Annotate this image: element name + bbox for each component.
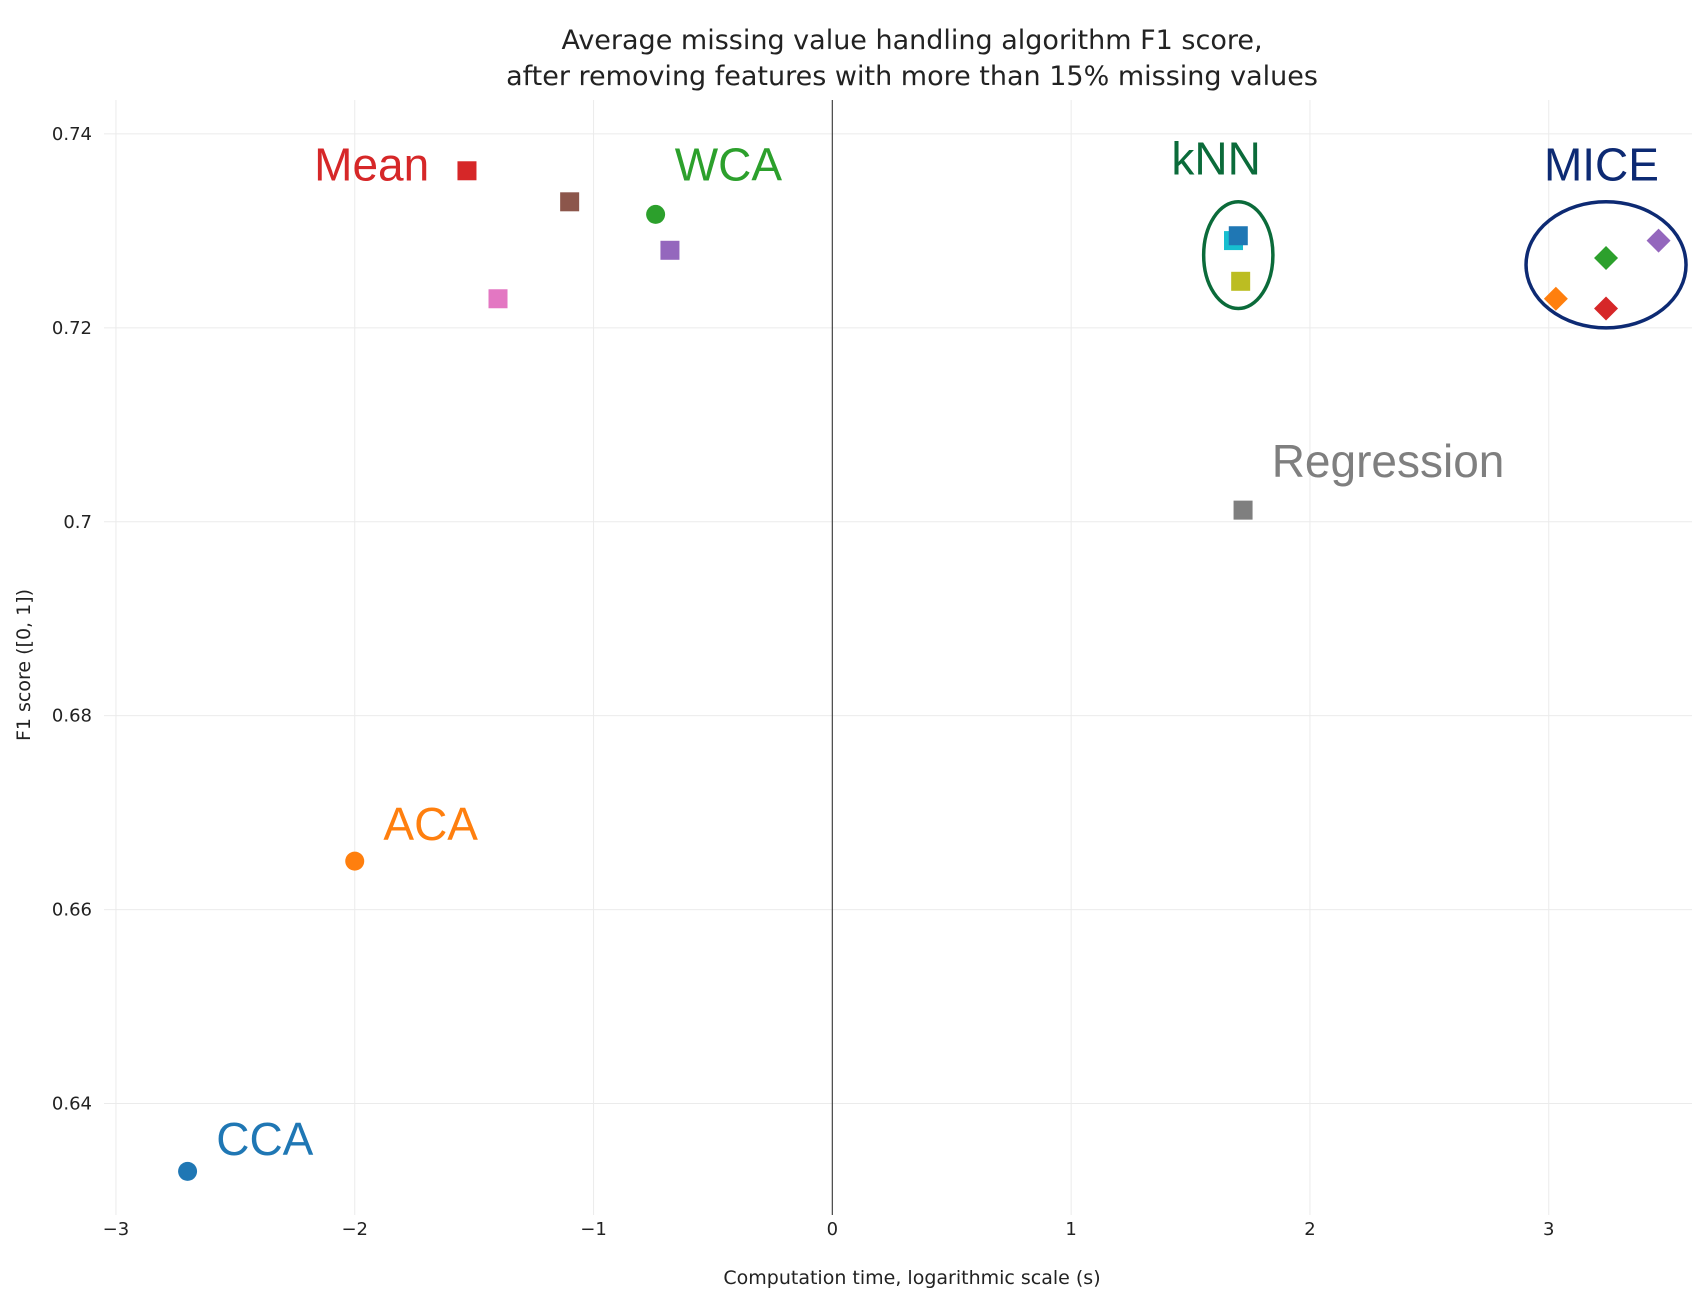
scatter-point — [1233, 500, 1253, 520]
outline-layer — [1201, 200, 1688, 330]
annotation-mice: MICE — [1544, 138, 1659, 190]
annotation-wca: WCA — [675, 138, 783, 190]
x-tick-label: 2 — [1304, 1219, 1315, 1240]
scatter-point — [345, 851, 365, 871]
scatter-point — [1646, 228, 1671, 253]
x-tick-label: 0 — [827, 1219, 838, 1240]
chart-title-line-2: after removing features with more than 1… — [506, 61, 1318, 92]
scatter-point — [488, 289, 508, 309]
annotation-aca: ACA — [383, 798, 478, 850]
y-tick-label: 0.64 — [52, 1094, 92, 1115]
annotation-mean: Mean — [314, 138, 429, 190]
group-outline-mice — [1524, 200, 1688, 330]
x-tick-label: −2 — [341, 1219, 368, 1240]
x-tick-label: −1 — [580, 1219, 607, 1240]
annotation-regression: Regression — [1272, 435, 1505, 487]
scatter-point — [646, 204, 666, 224]
scatter-point — [660, 240, 680, 260]
axis-layer: −3 −2 −1 0 1 2 3 0.64 0.66 0.68 0.7 0.72 0.74 — [52, 100, 1554, 1240]
x-tick-label: 3 — [1543, 1219, 1554, 1240]
x-tick-label: 1 — [1065, 1219, 1076, 1240]
point-layer — [178, 161, 1671, 1181]
y-tick-label: 0.68 — [52, 706, 92, 727]
annotation-layer: CCA ACA Mean WCA kNN Regression MICE — [216, 133, 1659, 1165]
scatter-point — [457, 161, 477, 181]
scatter-point — [1228, 226, 1248, 246]
scatter-point — [1231, 271, 1251, 291]
y-tick-label: 0.74 — [52, 124, 92, 145]
grid-layer — [104, 100, 1692, 1215]
scatter-point — [560, 192, 580, 212]
x-axis-title: Computation time, logarithmic scale (s) — [723, 1267, 1100, 1289]
annotation-knn: kNN — [1171, 133, 1260, 185]
x-tick-label: −3 — [103, 1219, 130, 1240]
annotation-cca: CCA — [216, 1113, 313, 1165]
scatter-point — [178, 1161, 198, 1181]
y-axis-title: F1 score ([0, 1]) — [13, 589, 35, 741]
scatter-point — [1543, 286, 1568, 311]
y-tick-label: 0.72 — [52, 318, 92, 339]
scatter-point — [1594, 296, 1619, 321]
title-layer: Average missing value handling algorithm… — [506, 25, 1318, 92]
y-tick-label: 0.66 — [52, 900, 92, 921]
group-outline-knn — [1201, 200, 1275, 311]
scatter-point — [1594, 246, 1619, 271]
chart-title-line-1: Average missing value handling algorithm… — [561, 25, 1262, 56]
y-tick-label: 0.7 — [63, 512, 92, 533]
